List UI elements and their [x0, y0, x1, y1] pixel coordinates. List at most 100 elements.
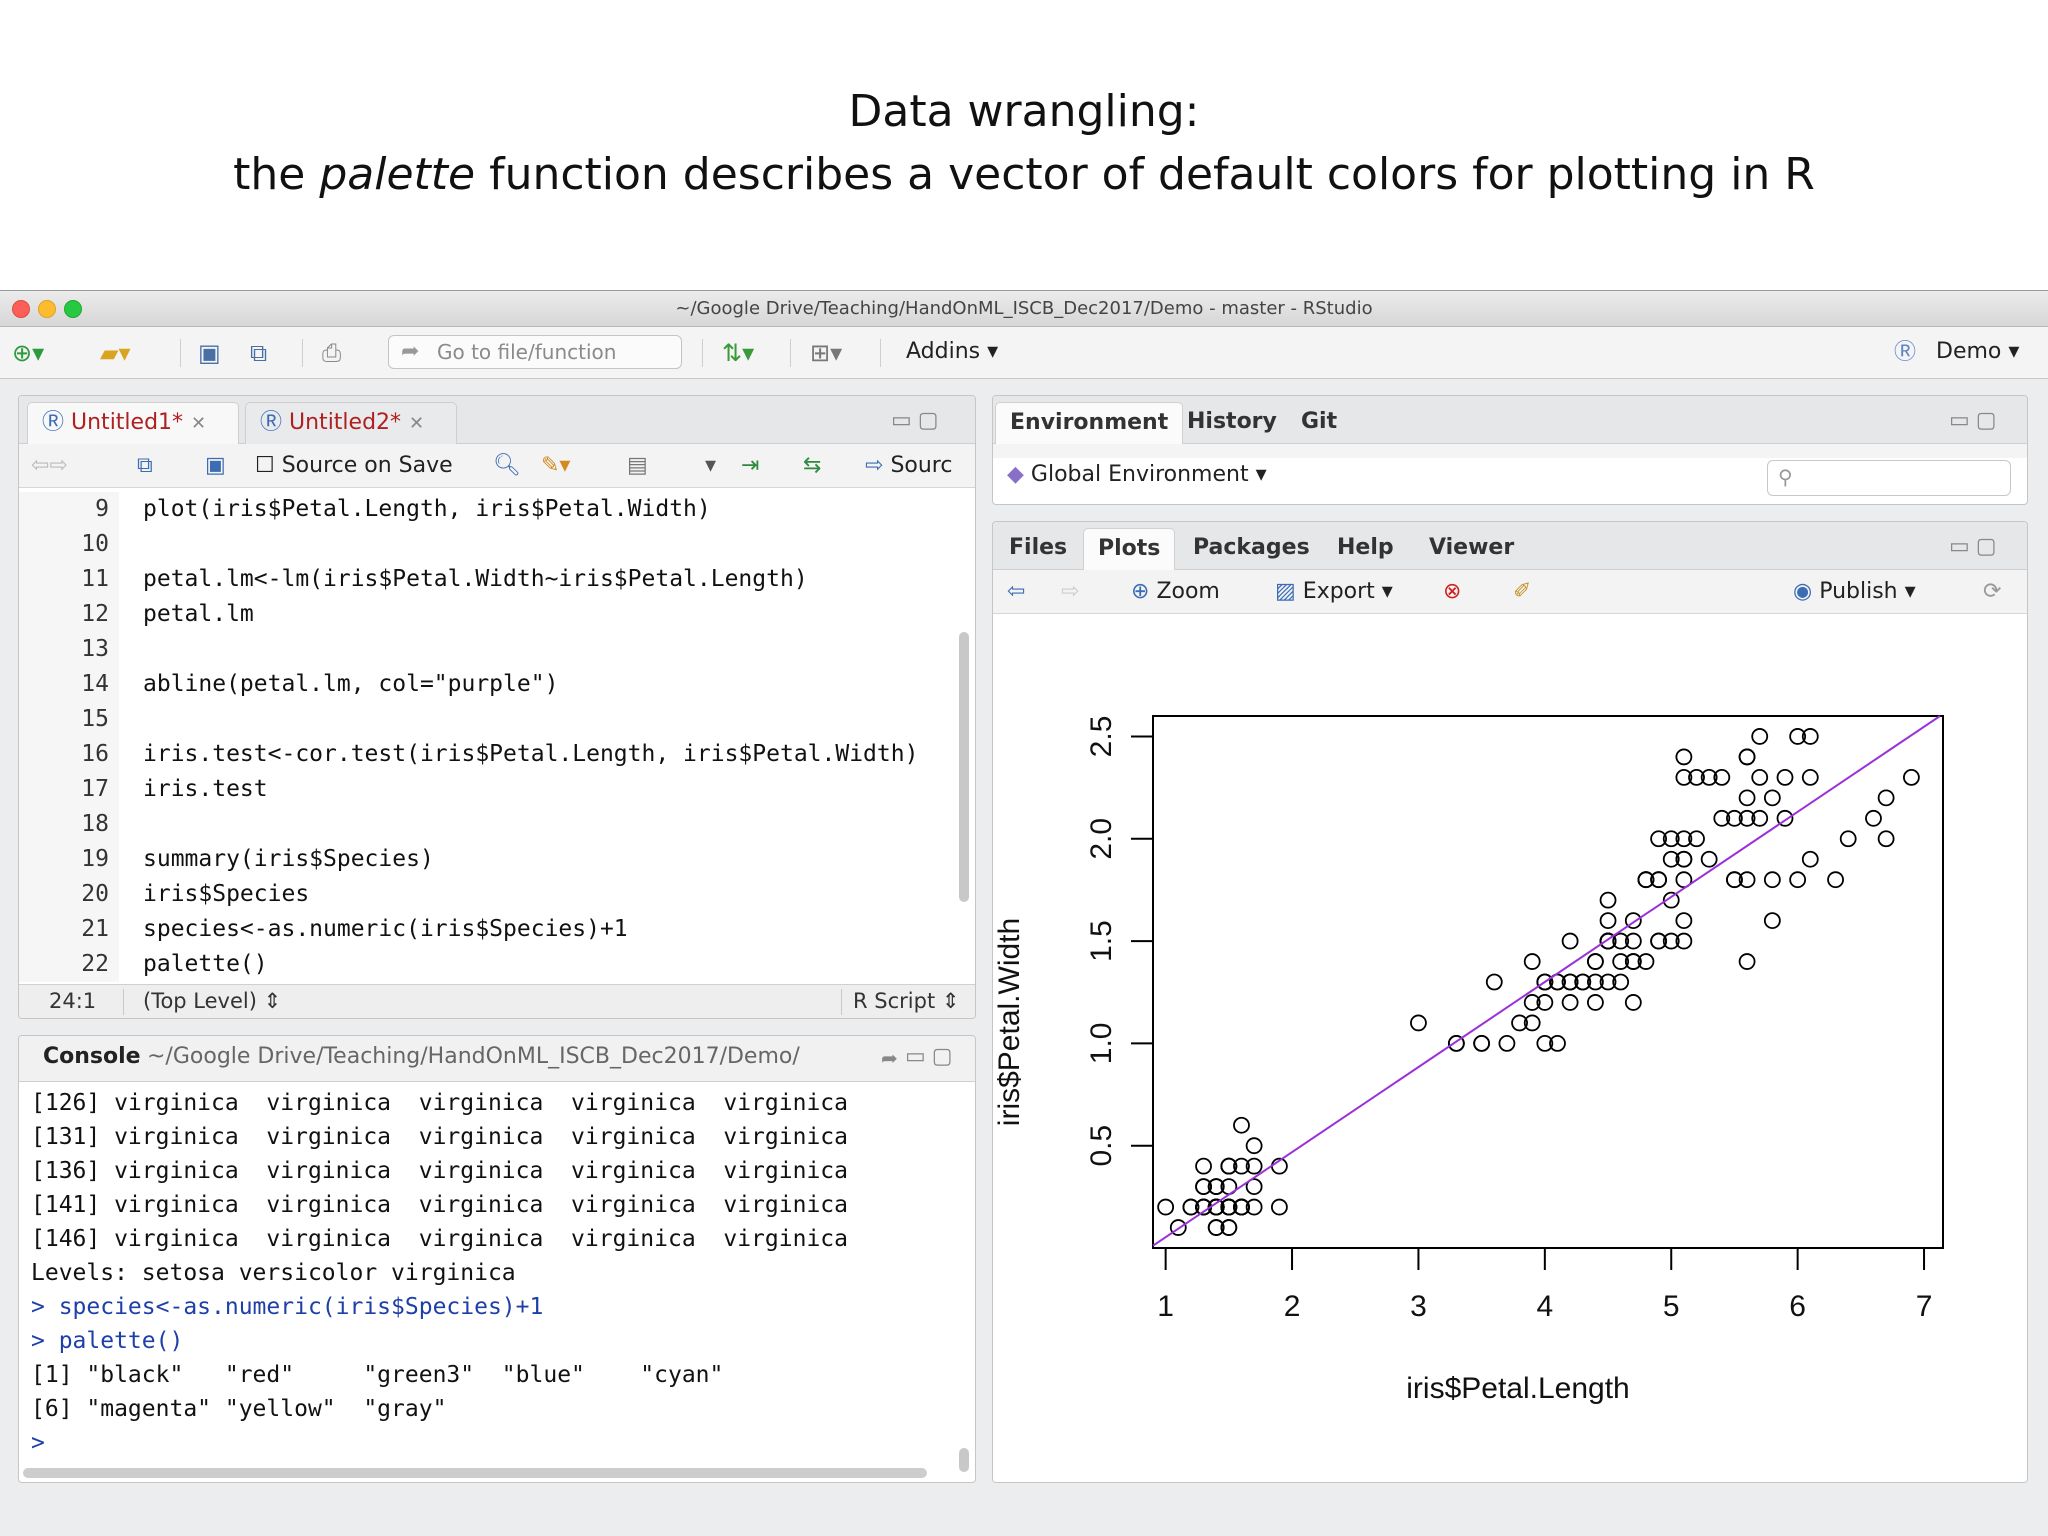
- console-scrollbar-h[interactable]: [23, 1468, 927, 1478]
- git-icon[interactable]: ⇅▾: [722, 339, 755, 367]
- close-tab-icon[interactable]: ✕: [191, 413, 207, 434]
- editor-scrollbar[interactable]: [959, 632, 969, 902]
- file-type-selector[interactable]: R Script ⇕: [853, 989, 960, 1013]
- next-plot-icon[interactable]: ⇨: [1061, 579, 1080, 604]
- tab-help[interactable]: Help: [1337, 535, 1394, 560]
- data-point: [1738, 809, 1756, 827]
- code-text: species<-as.numeric(iris$Species)+1: [143, 916, 628, 942]
- publish-menu[interactable]: ◉ Publish ▾: [1793, 579, 1916, 604]
- run-lines-icon[interactable]: ⇥: [741, 453, 760, 478]
- pane-minimize-maximize-icon[interactable]: ▭▢: [905, 1044, 959, 1069]
- environment-icon: ◆: [1007, 462, 1024, 487]
- data-point: [1410, 1014, 1427, 1032]
- tab-untitled1[interactable]: Ⓡ Untitled1* ✕: [27, 402, 239, 444]
- scope-selector[interactable]: (Top Level) ⇕: [143, 989, 282, 1013]
- data-point: [1751, 768, 1769, 786]
- tab-untitled2[interactable]: Ⓡ Untitled2* ✕: [245, 402, 457, 444]
- refresh-icon[interactable]: ⟳: [1983, 579, 2002, 604]
- x-tick-label: 2: [1284, 1290, 1301, 1323]
- tab-viewer[interactable]: Viewer: [1429, 535, 1515, 560]
- scatter-plot: 1 2 3 4 5 6 7 0.5 1.0 1.5 2.0 2.5 iris$Petal.Length…: [993, 614, 2027, 1482]
- addins-menu[interactable]: Addins ▾: [906, 339, 999, 364]
- rerun-icon[interactable]: ⇆: [803, 453, 822, 478]
- data-point: [1612, 973, 1630, 991]
- go-to-file-input[interactable]: ➦ Go to file/function: [388, 335, 682, 369]
- source-button[interactable]: ⇨ Sourc: [865, 450, 952, 482]
- code-editor[interactable]: 9 plot(iris$Petal.Length, iris$Petal.Widt…: [19, 492, 975, 982]
- clear-plots-broom-icon[interactable]: ✐: [1513, 579, 1532, 604]
- x-tick-label: 3: [1410, 1290, 1427, 1323]
- console-scrollbar-v[interactable]: [959, 1448, 969, 1472]
- code-text: iris.test: [143, 776, 268, 802]
- title-emphasis: palette: [319, 149, 476, 200]
- code-line: 22 palette(): [19, 947, 267, 982]
- data-point: [1801, 768, 1819, 786]
- previous-plot-icon[interactable]: ⇦: [1007, 579, 1026, 604]
- line-number: 13: [81, 636, 109, 662]
- toolbar-divider: [702, 339, 703, 367]
- remove-plot-icon[interactable]: ⊗: [1443, 579, 1462, 604]
- pane-minimize-maximize-icon[interactable]: ▭▢: [1949, 534, 2003, 559]
- console-output[interactable]: [126] virginica virginica virginica virg…: [19, 1086, 975, 1456]
- tab-environment[interactable]: Environment: [995, 402, 1184, 444]
- source-label: Sourc: [890, 453, 953, 478]
- code-tools-wand-icon[interactable]: ✎▾: [541, 453, 571, 478]
- show-in-window-icon[interactable]: ⧉: [137, 453, 153, 478]
- data-point: [1662, 830, 1680, 848]
- data-point: [1207, 1178, 1225, 1196]
- cursor-position: 24:1: [49, 989, 97, 1013]
- source-on-save-label: Source on Save: [281, 453, 453, 478]
- data-point: [1485, 973, 1503, 991]
- data-point: [1523, 994, 1541, 1011]
- console-header: Console ~/Google Drive/Teaching/HandOnML…: [19, 1036, 975, 1082]
- compile-report-icon[interactable]: ▤: [627, 453, 648, 478]
- export-menu[interactable]: ▨ Export ▾: [1275, 579, 1393, 604]
- environment-search-input[interactable]: ⚲: [1767, 460, 2011, 496]
- source-on-save-checkbox[interactable]: ☐ Source on Save: [255, 453, 453, 478]
- close-tab-icon[interactable]: ✕: [409, 413, 425, 434]
- tab-history[interactable]: History: [1187, 409, 1277, 434]
- zoom-button[interactable]: ⊕ Zoom: [1131, 576, 1220, 608]
- zoom-label: Zoom: [1156, 579, 1220, 604]
- publish-icon: ◉: [1793, 579, 1813, 604]
- data-point: [1536, 994, 1554, 1011]
- tab-git[interactable]: Git: [1301, 409, 1338, 434]
- data-point: [1549, 1034, 1566, 1052]
- close-window-button[interactable]: [12, 300, 30, 318]
- data-point: [1169, 1219, 1187, 1236]
- workspace-panes-icon[interactable]: ⊞▾: [810, 339, 843, 367]
- tab-plots[interactable]: Plots: [1083, 528, 1176, 570]
- save-all-icon[interactable]: ⧉: [250, 339, 268, 367]
- console-title: Console: [43, 1044, 141, 1069]
- console-command: > species<-as.numeric(iris$Species)+1: [31, 1294, 544, 1320]
- environment-scope-selector[interactable]: ◆ Global Environment ▾: [1007, 462, 1267, 487]
- back-forward-icon[interactable]: ⇦⇨: [31, 453, 68, 478]
- data-point: [1675, 768, 1693, 786]
- pane-minimize-maximize-icon[interactable]: ▭▢: [1949, 408, 2003, 433]
- tab-packages[interactable]: Packages: [1193, 535, 1310, 560]
- pane-minimize-maximize-icon[interactable]: ▭▢: [891, 408, 945, 433]
- console-command: >: [31, 1430, 59, 1456]
- project-menu[interactable]: Demo ▾: [1936, 339, 2020, 364]
- status-divider: [841, 989, 842, 1015]
- data-point: [1587, 994, 1604, 1011]
- go-to-directory-icon[interactable]: ➦: [881, 1046, 898, 1070]
- data-point: [1903, 768, 1920, 786]
- open-folder-icon[interactable]: ▰▾: [100, 339, 131, 367]
- new-file-icon[interactable]: ⊕▾: [12, 339, 45, 367]
- line-number: 22: [81, 951, 109, 977]
- minimize-window-button[interactable]: [38, 300, 56, 318]
- tab-files[interactable]: Files: [1009, 535, 1068, 560]
- r-script-icon: Ⓡ: [260, 410, 283, 435]
- more-dropdown-icon[interactable]: ▾: [705, 453, 717, 478]
- x-tick-label: 7: [1916, 1290, 1933, 1323]
- save-icon[interactable]: ▣: [198, 339, 221, 367]
- data-point: [1688, 768, 1705, 786]
- export-label: Export: [1302, 579, 1375, 604]
- data-point: [1523, 953, 1541, 970]
- zoom-window-button[interactable]: [64, 300, 82, 318]
- save-icon[interactable]: ▣: [205, 453, 226, 478]
- code-line: 16 iris.test<-cor.test(iris$Petal.Length,…: [19, 737, 918, 772]
- search-icon[interactable]: 🔍︎: [493, 453, 521, 478]
- print-icon[interactable]: ⎙: [322, 339, 342, 367]
